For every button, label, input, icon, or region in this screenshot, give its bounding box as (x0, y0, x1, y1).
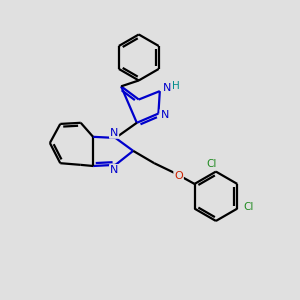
Text: N: N (163, 83, 171, 93)
Text: Cl: Cl (206, 159, 217, 169)
Text: H: H (172, 81, 180, 91)
Text: O: O (174, 170, 183, 181)
Text: N: N (110, 128, 118, 138)
Text: N: N (160, 110, 169, 120)
Text: N: N (110, 165, 118, 175)
Text: Cl: Cl (244, 202, 254, 212)
